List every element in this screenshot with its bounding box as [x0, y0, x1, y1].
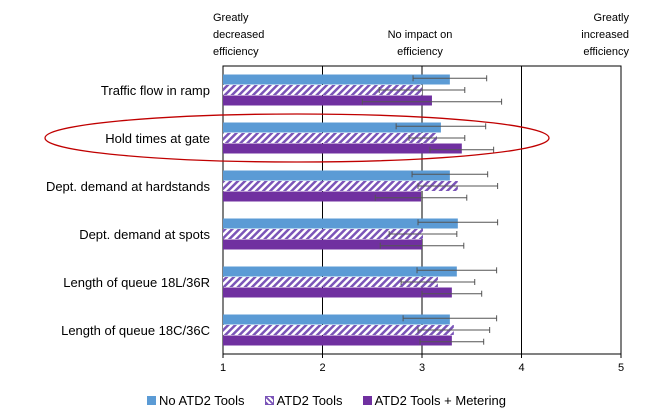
category-label: Dept. demand at spots: [79, 227, 210, 242]
bar: [223, 95, 432, 106]
top-label: Greatly: [594, 12, 630, 24]
x-tick-label: 3: [419, 362, 425, 374]
legend-item: ATD2 Tools: [264, 393, 343, 408]
bar: [223, 325, 454, 335]
top-label: No impact on: [388, 29, 453, 41]
x-tick-label: 1: [220, 362, 226, 374]
x-tick-label: 5: [618, 362, 624, 374]
bar: [223, 170, 450, 181]
highlight-ellipse: [44, 113, 550, 163]
category-label: Length of queue 18C/36C: [61, 323, 210, 338]
bar: [223, 287, 452, 298]
x-tick-label: 4: [518, 362, 524, 374]
top-label: increased: [581, 29, 629, 41]
legend: No ATD2 Tools ATD2 Tools ATD2 Tools + Mete…: [0, 393, 653, 408]
bar: [223, 314, 450, 325]
bar: [223, 181, 458, 191]
category-label: Dept. demand at hardstands: [46, 179, 211, 194]
category-label: Traffic flow in ramp: [101, 83, 210, 98]
bar: [223, 229, 423, 239]
bar: [223, 74, 450, 85]
bar: [223, 335, 452, 346]
legend-swatch: [362, 396, 372, 405]
legend-swatch: [264, 396, 274, 405]
legend-item: No ATD2 Tools: [147, 393, 245, 408]
bar: [223, 218, 458, 229]
x-tick-label: 2: [319, 362, 325, 374]
bar: [223, 191, 422, 202]
legend-item: ATD2 Tools + Metering: [362, 393, 506, 408]
legend-label: ATD2 Tools: [276, 393, 343, 408]
legend-swatch: [147, 396, 157, 405]
bar: [223, 133, 437, 143]
category-label: Length of queue 18L/36R: [63, 275, 210, 290]
legend-label: No ATD2 Tools: [159, 393, 245, 408]
legend-label: ATD2 Tools + Metering: [374, 393, 506, 408]
category-label: Hold times at gate: [105, 131, 210, 146]
top-label: efficiency: [397, 46, 443, 58]
bar: [223, 266, 457, 277]
bar: [223, 85, 422, 95]
bar: [223, 122, 441, 133]
bar: [223, 143, 462, 154]
top-label: Greatly: [213, 12, 249, 24]
top-label: efficiency: [583, 46, 629, 58]
bar: [223, 239, 422, 250]
bar: [223, 277, 438, 287]
top-label: decreased: [213, 29, 264, 41]
top-label: efficiency: [213, 46, 259, 58]
